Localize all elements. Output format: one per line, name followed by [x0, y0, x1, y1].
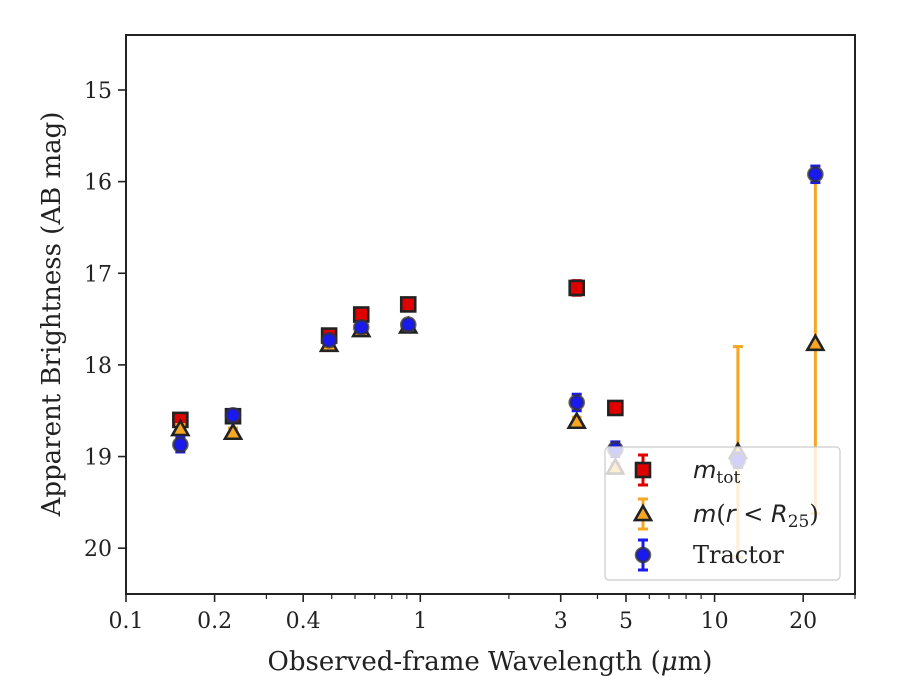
data-point-mr25 — [566, 411, 587, 430]
data-point-tractor — [568, 394, 586, 411]
legend-label-mtot: mtot — [693, 456, 740, 488]
x-tick-label: 5 — [619, 609, 633, 634]
y-tick-label: 18 — [84, 354, 112, 379]
series-tractor — [172, 164, 824, 470]
data-point-tractor — [807, 165, 824, 183]
plot-frame — [125, 34, 856, 595]
x-tick-label: 1 — [413, 609, 427, 634]
data-point-tractor — [172, 436, 189, 453]
legend-box — [604, 446, 841, 581]
x-tick-label: 0.4 — [286, 609, 321, 634]
data-point-tractor — [399, 316, 417, 333]
data-point-mtot — [399, 296, 417, 313]
x-axis-label-main: Observed-frame Wavelength ( — [268, 647, 661, 677]
data-point-mr25 — [805, 333, 826, 352]
data-point-tractor — [352, 319, 370, 336]
data-point-mr25 — [222, 422, 244, 441]
x-tick-label: 10 — [701, 609, 729, 634]
legend-label-mr25: m(r < R25) — [693, 500, 819, 532]
legend-label-part: m — [693, 500, 716, 528]
x-tick-label: 20 — [789, 609, 817, 634]
x-axis-label-tail: m) — [678, 647, 713, 677]
tick-layer: 0.1 0.2 0.4 1 3 5 10 20 15 16 17 18 19 20 — [84, 79, 856, 634]
legend-marker-tractor — [634, 546, 652, 564]
legend-label-part: Tractor — [693, 541, 784, 569]
legend-label-part: ( — [716, 500, 725, 528]
legend-marker-mtot — [634, 461, 652, 479]
x-axis-label: Observed-frame Wavelength (μm) — [268, 647, 713, 677]
legend-label-part: R — [771, 500, 788, 528]
series-mtot — [172, 279, 624, 429]
x-tick-label: 3 — [554, 609, 568, 634]
y-tick-label: 20 — [84, 537, 112, 562]
plot-layer — [170, 164, 826, 559]
data-point-tractor — [224, 407, 242, 424]
data-point-mtot — [607, 399, 624, 417]
legend-label-part: r — [726, 500, 738, 528]
legend-label-tractor: Tractor — [693, 541, 784, 569]
data-point-mr25 — [170, 418, 191, 437]
y-tick-label: 19 — [84, 446, 112, 471]
x-tick-label: 0.2 — [197, 609, 232, 634]
data-point-mtot — [568, 279, 586, 297]
y-tick-label: 16 — [84, 171, 112, 196]
legend-label-part: 25 — [788, 512, 810, 532]
x-axis-label-mu: μ — [661, 647, 678, 677]
legend-marker-mr25 — [632, 503, 654, 522]
y-axis-label: Apparent Brightness (AB mag) — [37, 112, 67, 518]
legend-label-part: ) — [809, 500, 818, 528]
x-tick-label: 0.1 — [109, 609, 144, 634]
legend-label-part: < — [736, 500, 771, 528]
legend-label-part: m — [693, 456, 716, 484]
y-tick-label: 15 — [84, 79, 112, 104]
y-tick-label: 17 — [84, 262, 112, 287]
data-point-tractor — [320, 331, 338, 349]
legend-label-part: tot — [716, 468, 740, 488]
